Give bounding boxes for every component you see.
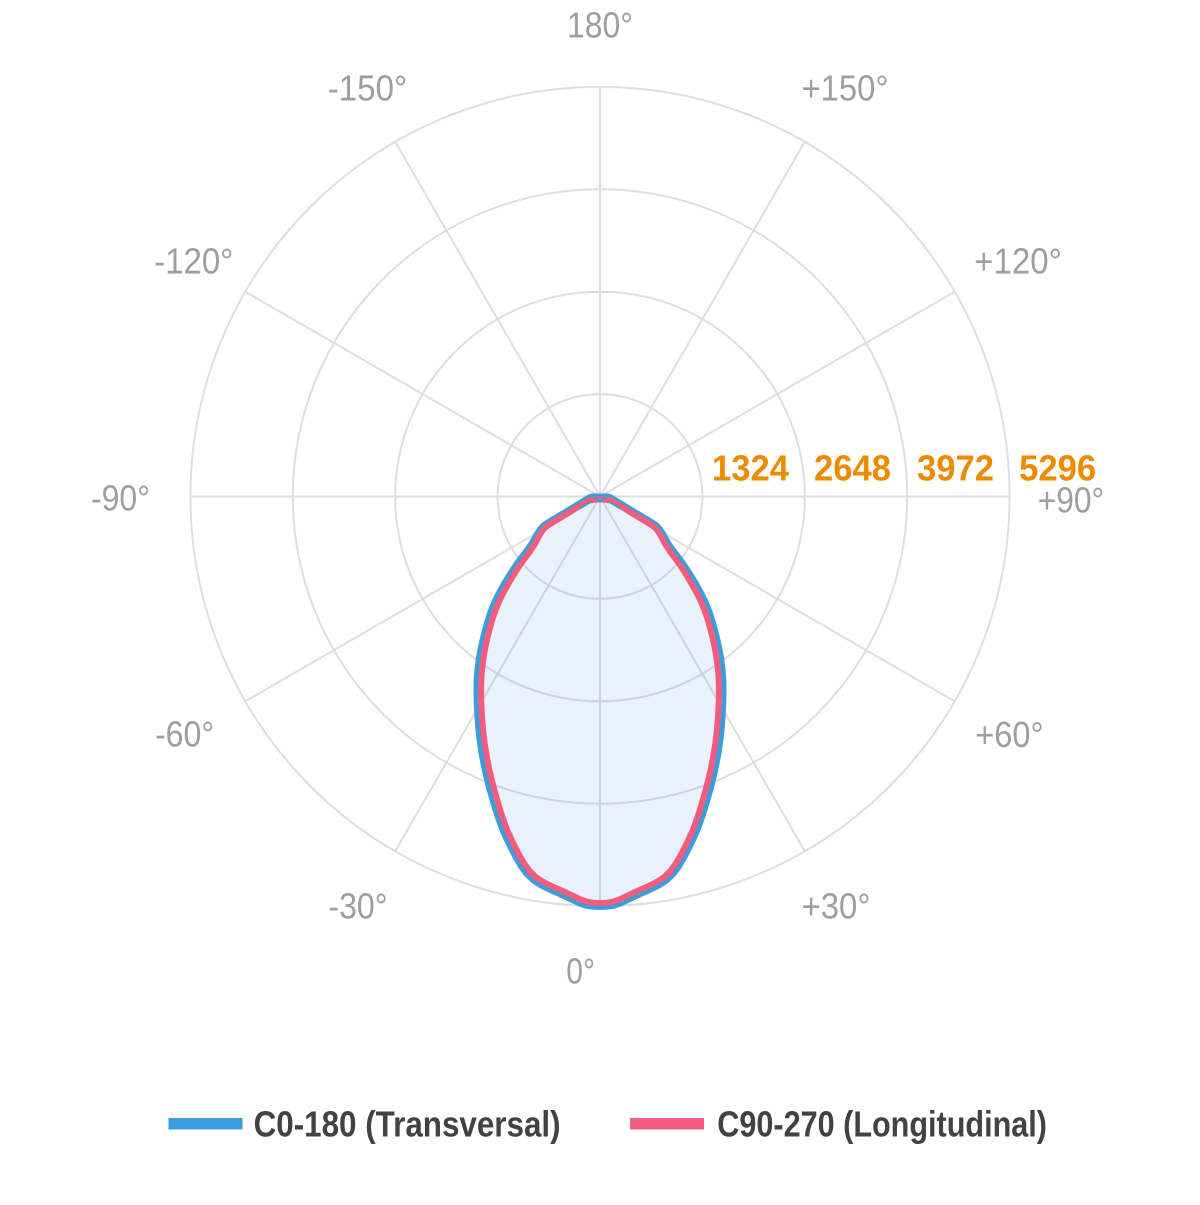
svg-text:+150°: +150° <box>802 68 889 109</box>
svg-text:180°: 180° <box>567 5 633 46</box>
svg-text:-120°: -120° <box>154 241 233 282</box>
svg-text:3972: 3972 <box>917 448 994 489</box>
svg-text:0°: 0° <box>566 951 595 992</box>
svg-text:5296: 5296 <box>1019 448 1096 489</box>
svg-text:2648: 2648 <box>814 448 891 489</box>
svg-text:+60°: +60° <box>975 714 1043 755</box>
svg-text:-150°: -150° <box>328 68 408 109</box>
svg-text:+90°: +90° <box>1038 480 1105 521</box>
svg-text:1324: 1324 <box>712 448 789 489</box>
svg-text:-90°: -90° <box>91 478 150 519</box>
svg-text:+120°: +120° <box>974 241 1062 282</box>
svg-text:C90-270 (Longitudinal): C90-270 (Longitudinal) <box>717 1104 1047 1145</box>
svg-text:+30°: +30° <box>802 886 871 927</box>
svg-text:-30°: -30° <box>328 886 387 927</box>
svg-text:-60°: -60° <box>155 714 214 755</box>
svg-text:C0-180 (Transversal): C0-180 (Transversal) <box>254 1104 561 1145</box>
